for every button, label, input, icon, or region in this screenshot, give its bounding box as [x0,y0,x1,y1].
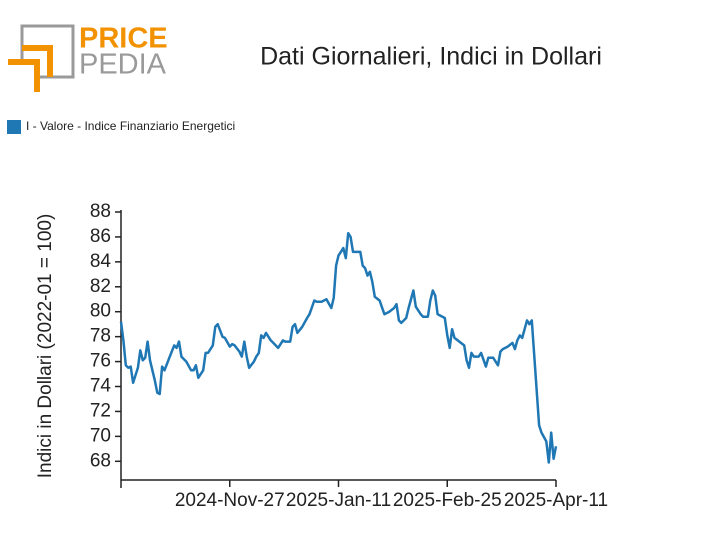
y-tick-label: 76 [90,351,111,372]
logo: PRICE PEDIA [8,23,168,92]
line [119,231,558,464]
logo-mark [22,45,53,77]
legend-swatch [7,120,21,134]
x-tick-label: 2024-Nov-27 [175,490,285,511]
y-tick-label: 72 [90,400,111,421]
logo-top: PRICE [79,23,168,55]
logo-mark [8,59,40,92]
legend-label: I - Valore - Indice Finanziario Energeti… [26,119,235,133]
x-tick-label: 2025-Feb-25 [393,490,502,511]
y-tick-label: 70 [90,425,111,446]
y-tick-label: 80 [90,301,111,322]
y-tick-label: 88 [90,201,111,222]
chart-title: Dati Giornalieri, Indici in Dollari [260,43,602,71]
y-tick-label: 78 [90,326,111,347]
logo-bottom: PEDIA [79,49,167,81]
y-axis-label: Indici in Dollari (2022-01 = 100) [35,214,56,479]
y-tick-label: 86 [90,226,111,247]
y-tick-label: 74 [90,376,112,397]
y-tick-label: 84 [90,251,112,272]
logo-frame [20,24,75,79]
y-tick-label: 82 [90,276,111,297]
y-tick-label: 68 [90,450,111,471]
x-tick-label: 2025-Jan-11 [286,490,391,511]
x-tick-label: 2025-Apr-11 [504,490,608,511]
